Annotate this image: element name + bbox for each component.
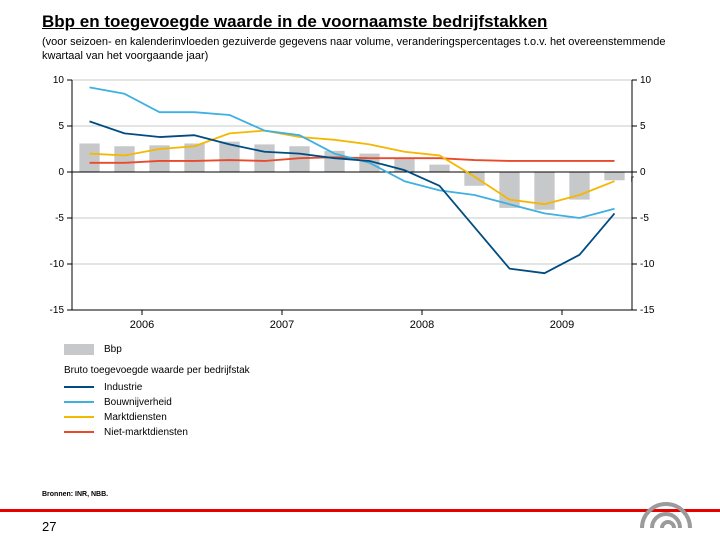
page-title: Bbp en toegevoegde waarde in de voornaam… xyxy=(0,0,720,34)
page-number: 27 xyxy=(42,519,56,534)
svg-text:5: 5 xyxy=(58,121,64,132)
chart-container: -15 -15 -10 -10 -5 -5 0 0 5 5 10 10 2006 2007 2008 2009… xyxy=(42,74,678,336)
svg-text:2006: 2006 xyxy=(130,319,154,331)
swatch-nietmarkt xyxy=(64,431,94,433)
legend-section-label: Bruto toegevoegde waarde per bedrijfstak xyxy=(64,363,678,378)
svg-text:2009: 2009 xyxy=(550,319,574,331)
swatch-bouw xyxy=(64,401,94,403)
legend-item-bbp: Bbp xyxy=(64,342,678,357)
chart-svg: -15 -15 -10 -10 -5 -5 0 0 5 5 10 10 2006 2007 2008 2009… xyxy=(42,74,662,336)
nbb-logo-icon xyxy=(636,480,698,530)
legend-label-markt: Marktdiensten xyxy=(104,410,167,425)
legend-item-markt: Marktdiensten xyxy=(64,410,678,425)
footer-divider xyxy=(0,509,720,512)
legend-item-bouw: Bouwnijverheid xyxy=(64,395,678,410)
svg-text:-5: -5 xyxy=(55,213,64,224)
svg-text:0: 0 xyxy=(640,167,646,178)
svg-text:2007: 2007 xyxy=(270,319,294,331)
legend-label-industrie: Industrie xyxy=(104,380,142,395)
swatch-industrie xyxy=(64,386,94,388)
svg-text:10: 10 xyxy=(640,75,652,86)
legend-item-nietmarkt: Niet-marktdiensten xyxy=(64,425,678,440)
svg-text:-10: -10 xyxy=(50,259,65,270)
svg-text:-5: -5 xyxy=(640,213,649,224)
svg-text:-10: -10 xyxy=(640,259,655,270)
svg-text:2008: 2008 xyxy=(410,319,434,331)
legend-label-bbp: Bbp xyxy=(104,342,122,357)
swatch-bbp xyxy=(64,344,94,355)
legend: Bbp Bruto toegevoegde waarde per bedrijf… xyxy=(64,342,678,440)
svg-text:r: r xyxy=(631,174,635,185)
legend-label-nietmarkt: Niet-marktdiensten xyxy=(104,425,188,440)
legend-label-bouw: Bouwnijverheid xyxy=(104,395,172,410)
svg-text:5: 5 xyxy=(640,121,646,132)
svg-text:-15: -15 xyxy=(50,305,65,316)
swatch-markt xyxy=(64,416,94,418)
svg-text:0: 0 xyxy=(58,167,64,178)
svg-text:10: 10 xyxy=(53,75,65,86)
page-subtitle: (voor seizoen- en kalenderinvloeden gezu… xyxy=(0,34,720,70)
sources-line: Bronnen: INR, NBB. xyxy=(42,491,108,498)
svg-text:-15: -15 xyxy=(640,305,655,316)
legend-item-industrie: Industrie xyxy=(64,380,678,395)
